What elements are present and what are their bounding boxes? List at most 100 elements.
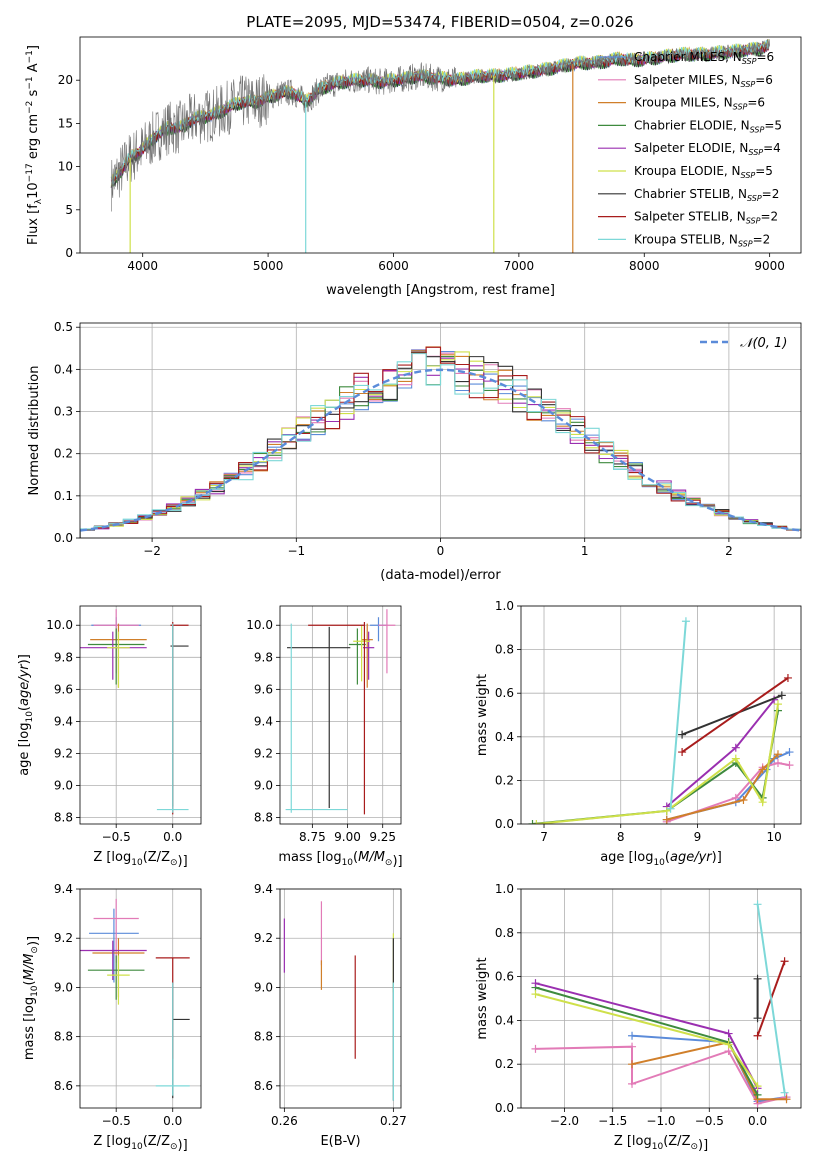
series-line (536, 703, 779, 824)
x-tick-label: 0 (437, 544, 445, 558)
legend-label: Kroupa STELIB, NSSP=2 (634, 232, 770, 248)
y-tick-label: 0.1 (54, 489, 73, 503)
legend-label: Salpeter ELODIE, NSSP=4 (634, 141, 781, 157)
point-marker (783, 673, 792, 682)
y-tick-label: 9.4 (54, 882, 73, 896)
y-tick-label: 1.0 (495, 882, 514, 896)
x-tick-label: 0.0 (163, 1114, 182, 1128)
point-marker (628, 1079, 637, 1088)
x-axis-label: Z [log10(Z/Z⊙)] (93, 1134, 187, 1153)
point-marker (780, 1088, 789, 1097)
x-tick-label: 9.25 (369, 830, 396, 844)
x-axis-label: age [log10(age/yr)] (600, 850, 722, 868)
x-tick-label: 8000 (629, 259, 660, 273)
plot-area (531, 900, 791, 1108)
y-tick-label: 0.0 (495, 1101, 514, 1115)
y-tick-label: 9.8 (54, 650, 73, 664)
axes-frame (279, 888, 402, 1109)
point-marker (773, 700, 782, 709)
x-tick-label: 1 (581, 544, 589, 558)
y-tick-label: 9.2 (54, 746, 73, 760)
point-marker (731, 743, 740, 752)
y-tick-label: 0.4 (495, 730, 514, 744)
legend-label: Chabrier ELODIE, NSSP=5 (634, 118, 782, 134)
point-marker (532, 820, 541, 824)
legend: 𝒩(0, 1) (700, 336, 787, 351)
x-axis-label: wavelength [Angstrom, rest frame] (326, 283, 555, 298)
axes-frame (520, 605, 802, 825)
grid (521, 605, 801, 825)
plot-area (285, 609, 396, 815)
point-marker (753, 1082, 762, 1091)
series-kroupa-elodie (531, 990, 762, 1091)
series-salpeter-miles (531, 1042, 791, 1108)
point-marker (724, 1040, 733, 1049)
point-marker (628, 1031, 637, 1040)
series-line (681, 694, 783, 736)
y-tick-label: 9.2 (254, 746, 273, 760)
series-line (681, 677, 789, 753)
x-tick-label: 9 (694, 830, 702, 844)
point-marker (739, 796, 748, 805)
x-tick-label: 7 (540, 830, 548, 844)
series-kroupa-stelib (666, 617, 690, 813)
legend-label: Kroupa MILES, NSSP=6 (634, 96, 765, 112)
series-kroupa-elodie (532, 700, 782, 824)
grid (80, 888, 201, 1108)
y-tick-label: 8.8 (254, 1030, 273, 1044)
point-marker (753, 900, 762, 909)
point-marker (758, 798, 767, 807)
errorbar-kroupa-elodie (107, 631, 130, 688)
errorbar-chabrier-miles (370, 617, 387, 642)
plot-area (80, 346, 801, 538)
series-chabrier-elodie (528, 706, 782, 824)
x-tick-label: −1.5 (598, 1114, 627, 1128)
y-axis-label: mass weight (475, 957, 490, 1039)
point-marker (753, 1014, 762, 1023)
plot-area (80, 609, 189, 815)
errorbar-chabrier-elodie (87, 955, 145, 1000)
y-tick-label: 5 (65, 203, 73, 217)
y-tick-label: 9.4 (254, 882, 273, 896)
series-line (666, 753, 779, 821)
y-tick-label: 9.4 (54, 714, 73, 728)
errorbar-salpeter-miles (93, 898, 139, 963)
y-tick-label: 0.8 (495, 926, 514, 940)
y-tick-label: 0.5 (54, 320, 73, 334)
legend-label: Kroupa ELODIE, NSSP=5 (634, 164, 773, 180)
y-tick-label: 10.0 (246, 618, 273, 632)
y-tick-label: 9.2 (54, 931, 73, 945)
axes-frame (79, 36, 802, 254)
x-axis-label: Z [log10(Z/Z⊙)] (93, 850, 187, 869)
y-tick-label: 0.2 (495, 1057, 514, 1071)
y-axis-label: Normed distribution (27, 366, 42, 496)
x-tick-label: 2 (725, 544, 733, 558)
grid (80, 606, 201, 824)
grid (280, 606, 401, 824)
y-tick-label: 15 (58, 116, 73, 130)
point-marker (753, 1031, 762, 1040)
point-marker (531, 979, 540, 988)
legend-label: Salpeter STELIB, NSSP=2 (634, 210, 778, 226)
point-marker (666, 804, 675, 813)
y-tick-label: 8.6 (254, 1079, 273, 1093)
legend: Chabrier MILES, NSSP=6 Salpeter MILES, NS… (598, 50, 782, 248)
y-tick-label: 9.6 (54, 682, 73, 696)
point-marker (678, 730, 687, 739)
errorbar-chabrier-elodie (348, 628, 366, 685)
y-tick-label: 9.6 (254, 682, 273, 696)
grid (280, 888, 401, 1108)
legend-label: Chabrier MILES, NSSP=6 (634, 50, 774, 66)
errorbar-kroupa-elodie (107, 955, 130, 1005)
y-tick-label: 0.2 (495, 773, 514, 787)
mass-weight-vs-age-panel: 7 8 9 10 0.0 0.2 0.4 0.6 0.8 1.0 mass weight age [l… (475, 599, 802, 868)
y-tick-label: 9.8 (254, 650, 273, 664)
errorbar-chabrier-miles (89, 908, 139, 983)
y-tick-label: 0.0 (54, 531, 73, 545)
legend-label: Salpeter MILES, NSSP=6 (634, 73, 773, 89)
x-tick-label: −1.0 (646, 1114, 675, 1128)
point-marker (753, 974, 762, 983)
y-tick-label: 9.0 (254, 779, 273, 793)
x-tick-label: −2 (143, 544, 161, 558)
